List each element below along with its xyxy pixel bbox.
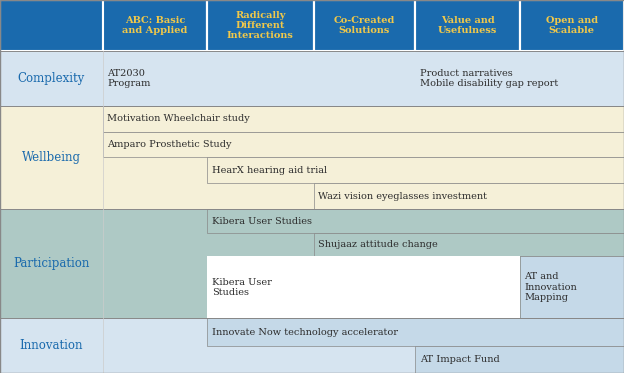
Text: Participation: Participation — [13, 257, 90, 270]
Text: Amparo Prosthetic Study: Amparo Prosthetic Study — [107, 140, 232, 149]
Bar — [207, 256, 520, 319]
Text: AT2030
Program: AT2030 Program — [107, 69, 151, 88]
Bar — [416, 0, 520, 51]
Text: AT Impact Fund: AT Impact Fund — [420, 355, 499, 364]
Bar — [520, 0, 624, 51]
Text: Product narratives
Mobile disability gap report: Product narratives Mobile disability gap… — [420, 69, 558, 88]
Bar — [207, 209, 624, 233]
Text: Radically
Different
Interactions: Radically Different Interactions — [227, 10, 294, 40]
Bar — [416, 346, 624, 373]
Bar — [0, 319, 624, 373]
Bar — [103, 106, 624, 132]
Bar — [207, 319, 624, 346]
Bar — [314, 233, 624, 256]
Bar — [0, 106, 624, 209]
Text: Kibera User
Studies: Kibera User Studies — [212, 278, 271, 297]
Bar — [0, 51, 624, 106]
Text: Wellbeing: Wellbeing — [22, 151, 81, 164]
Bar — [103, 0, 207, 51]
Text: Value and
Usefulness: Value and Usefulness — [438, 16, 497, 35]
Text: Complexity: Complexity — [18, 72, 85, 85]
Text: Innovation: Innovation — [20, 339, 83, 352]
Bar — [0, 209, 624, 319]
Bar — [520, 256, 624, 319]
Text: Motivation Wheelchair study: Motivation Wheelchair study — [107, 114, 250, 123]
Bar — [207, 0, 314, 51]
Text: Wazi vision eyeglasses investment: Wazi vision eyeglasses investment — [318, 192, 487, 201]
Bar — [103, 132, 624, 157]
Text: Shujaaz attitude change: Shujaaz attitude change — [318, 240, 437, 249]
Text: Open and
Scalable: Open and Scalable — [546, 16, 598, 35]
Text: Kibera User Studies: Kibera User Studies — [212, 217, 311, 226]
Text: Innovate Now technology accelerator: Innovate Now technology accelerator — [212, 327, 397, 336]
Text: AT and
Innovation
Mapping: AT and Innovation Mapping — [524, 272, 577, 302]
Bar — [207, 157, 624, 184]
Bar — [0, 0, 103, 51]
Text: Co-Created
Solutions: Co-Created Solutions — [334, 16, 395, 35]
Text: HearX hearing aid trial: HearX hearing aid trial — [212, 166, 327, 175]
Text: ABC: Basic
and Applied: ABC: Basic and Applied — [122, 16, 188, 35]
Bar — [103, 51, 207, 106]
Bar — [314, 0, 416, 51]
Bar — [314, 184, 624, 209]
Bar — [416, 51, 624, 106]
